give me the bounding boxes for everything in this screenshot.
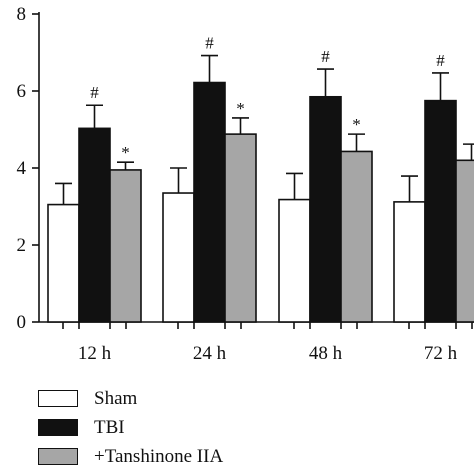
y-tick-label: 4 <box>17 158 27 179</box>
y-axis: 0 2 4 6 8 <box>17 4 40 333</box>
y-tick-label: 0 <box>17 312 27 333</box>
bar-group: # <box>393 51 474 323</box>
significance-mark: * <box>121 143 130 162</box>
bar <box>162 192 195 323</box>
legend-item-tbi: TBI <box>38 413 223 442</box>
bar-group: #* <box>162 34 257 323</box>
significance-mark: # <box>436 51 445 70</box>
x-axis: 12 h 24 h 48 h 72 h <box>39 321 474 364</box>
bar <box>309 95 342 323</box>
bar <box>193 81 226 323</box>
legend-item-sham: Sham <box>38 384 223 413</box>
bar <box>424 99 457 323</box>
legend-item-tanshinone: +Tanshinone IIA <box>38 442 223 471</box>
legend-label-tbi: TBI <box>94 416 125 438</box>
legend-label-tanshinone: +Tanshinone IIA <box>94 445 224 467</box>
legend-label-sham: Sham <box>94 387 138 409</box>
bar <box>109 169 142 323</box>
legend-swatch-tbi <box>38 419 78 436</box>
bar <box>224 133 257 323</box>
significance-mark: # <box>205 34 214 53</box>
x-tick-label: 48 h <box>309 343 343 364</box>
significance-mark: * <box>352 115 361 134</box>
y-tick-label: 2 <box>17 235 27 256</box>
bar <box>78 127 111 323</box>
bar <box>340 150 373 323</box>
significance-mark: # <box>321 47 330 66</box>
legend-swatch-tanshinone <box>38 448 78 465</box>
significance-mark: # <box>90 83 99 102</box>
bar-group: #* <box>278 47 373 323</box>
bars-group: #*#*#*# <box>47 34 474 323</box>
bar <box>278 198 311 323</box>
x-tick-label: 12 h <box>78 343 112 364</box>
x-tick-label: 24 h <box>193 343 227 364</box>
y-tick-label: 6 <box>17 81 27 102</box>
bar <box>455 159 474 323</box>
x-tick-label: 72 h <box>424 343 458 364</box>
legend-swatch-sham <box>38 390 78 407</box>
bar <box>47 203 80 323</box>
y-tick-label: 8 <box>17 4 27 25</box>
bar <box>393 201 426 323</box>
legend: Sham TBI +Tanshinone IIA <box>38 384 223 471</box>
bar-group: #* <box>47 83 142 323</box>
significance-mark: * <box>236 99 245 118</box>
